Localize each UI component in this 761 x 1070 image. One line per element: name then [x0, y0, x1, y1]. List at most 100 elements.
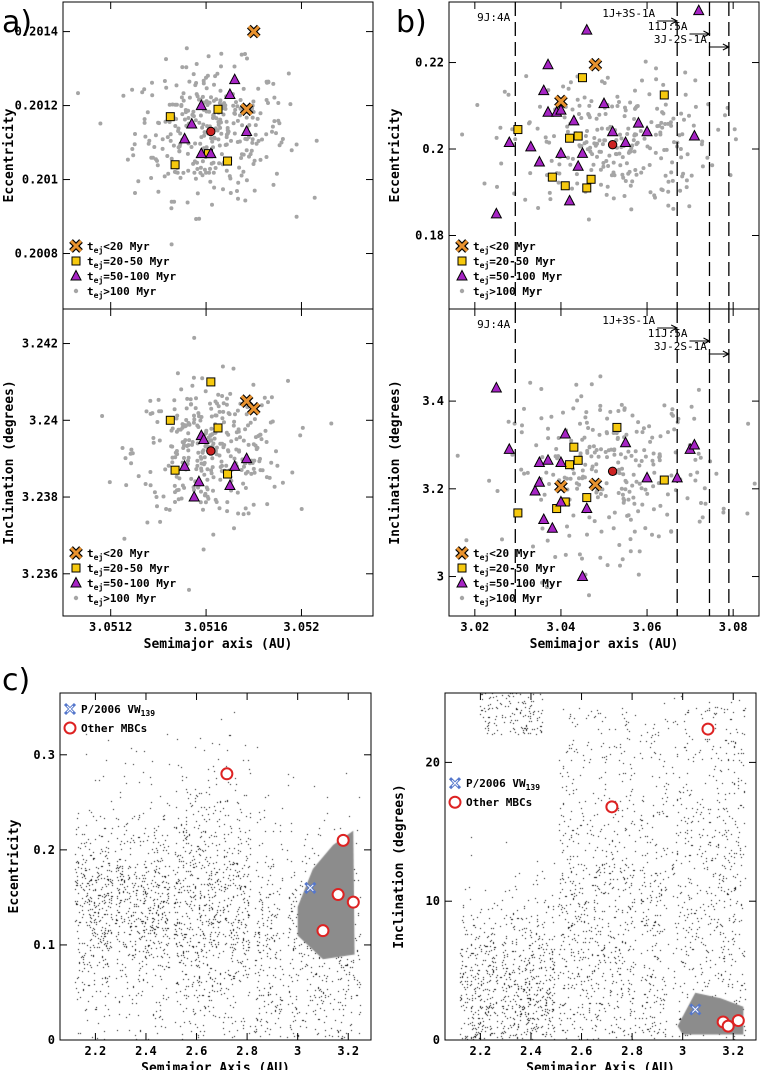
cloud-point	[246, 423, 250, 428]
cloud-point	[601, 161, 606, 165]
legend-label: tej=50-100 Myr	[87, 270, 176, 285]
cloud-point	[605, 563, 610, 568]
data-point-square	[582, 493, 592, 503]
cloud-point	[587, 593, 591, 598]
cloud-point	[243, 486, 248, 490]
cloud-point	[551, 472, 556, 477]
data-point-triangle	[576, 569, 589, 582]
a_bottom-x-label: Semimajor axis (AU)	[144, 637, 293, 652]
legend-label: tej=20-50 Myr	[473, 255, 556, 270]
cloud-point	[678, 188, 683, 193]
cloud-point	[611, 431, 616, 435]
data-point-triangle	[688, 438, 701, 450]
data-point-triangle	[576, 146, 589, 158]
cloud-point	[604, 159, 609, 163]
cloud-point	[280, 137, 285, 141]
cloud-point	[173, 490, 177, 495]
legend-marker	[71, 563, 81, 573]
cloud-point	[209, 161, 214, 166]
cloud-point	[153, 133, 158, 138]
cloud-point	[165, 135, 170, 140]
cloud-point	[561, 84, 566, 89]
cloud-point	[598, 403, 603, 408]
cloud-point	[528, 380, 533, 385]
cloud-point	[156, 189, 161, 194]
cloud-point	[232, 419, 237, 424]
cloud-point	[208, 438, 213, 443]
cloud-point	[258, 157, 263, 162]
cloud-point	[209, 95, 213, 100]
cloud-point	[243, 506, 248, 511]
data-point-triangle	[632, 116, 645, 128]
data-point-triangle	[580, 501, 593, 514]
cloud-point	[246, 511, 251, 516]
cloud-point	[258, 432, 263, 437]
cloud-point	[194, 396, 198, 401]
cloud-point	[107, 480, 112, 485]
cloud-point	[519, 430, 524, 435]
cloud-point	[666, 203, 671, 208]
cloud-point	[213, 413, 218, 418]
cloud-point	[187, 587, 191, 592]
cloud-point	[220, 394, 225, 398]
cloud-point	[186, 455, 191, 460]
cloud-point	[687, 204, 692, 209]
cloud-point	[266, 101, 270, 105]
cloud-point	[563, 552, 568, 557]
data-point-triangle	[606, 125, 619, 137]
cloud-point	[604, 481, 609, 486]
legend-label: tej=50-100 Myr	[473, 270, 562, 285]
cloud-point	[531, 544, 535, 549]
legend-marker	[455, 239, 469, 253]
cloud-point	[155, 504, 159, 509]
cloud-point	[187, 95, 192, 100]
c_right-series-blue-x	[689, 1003, 702, 1016]
cloud-point	[627, 169, 632, 174]
b_top-background-cloud	[460, 59, 738, 222]
cloud-point	[622, 114, 627, 119]
cloud-point	[194, 217, 199, 221]
cloud-point	[172, 199, 177, 204]
cloud-point	[200, 159, 205, 164]
data-point-triangle	[619, 135, 632, 148]
cloud-point	[611, 160, 616, 165]
resonance-arrow-head	[722, 43, 730, 51]
cloud-point	[589, 168, 594, 172]
data-point-blue-x	[304, 881, 317, 894]
cloud-point	[218, 441, 223, 446]
cloud-point	[568, 162, 573, 167]
cloud-point	[208, 166, 212, 171]
cloud-point	[599, 126, 604, 131]
data-point-square	[577, 73, 587, 83]
legend-marker-stroke	[455, 546, 469, 560]
cloud-point	[241, 512, 246, 517]
cloud-point	[181, 98, 186, 103]
cloud-point	[575, 181, 580, 186]
legend-label: tej<20 Myr	[87, 240, 150, 255]
cloud-point	[251, 162, 256, 166]
cloud-point	[164, 85, 169, 90]
resonance-label: 1J+3S-1A	[602, 314, 655, 327]
cloud-point	[181, 170, 186, 175]
legend-label: P/2006 VW139	[466, 777, 540, 792]
data-point-triangle	[195, 147, 208, 159]
cloud-point	[654, 77, 659, 82]
cloud-point	[182, 485, 187, 490]
cloud-point	[643, 454, 648, 459]
cloud-point	[651, 484, 656, 489]
cloud-point	[587, 515, 592, 520]
a_bottom-y-label: Inclination (degrees)	[2, 380, 17, 544]
cloud-point	[671, 116, 676, 121]
cloud-point	[539, 497, 544, 502]
cloud-point	[546, 426, 550, 431]
cloud-point	[157, 438, 162, 443]
legend-marker-stroke	[69, 546, 83, 560]
cloud-point	[255, 116, 260, 121]
cloud-point	[721, 510, 726, 515]
data-point-triangle	[555, 495, 567, 507]
chart-b_bottom: 3.02 3.04 3.06 3.08 3 3.2 3.4 Semimajor axis (A…	[388, 308, 760, 652]
cloud-point	[128, 451, 133, 456]
x-tick-label: 2.6	[186, 1044, 208, 1058]
legend-marker	[459, 288, 465, 294]
